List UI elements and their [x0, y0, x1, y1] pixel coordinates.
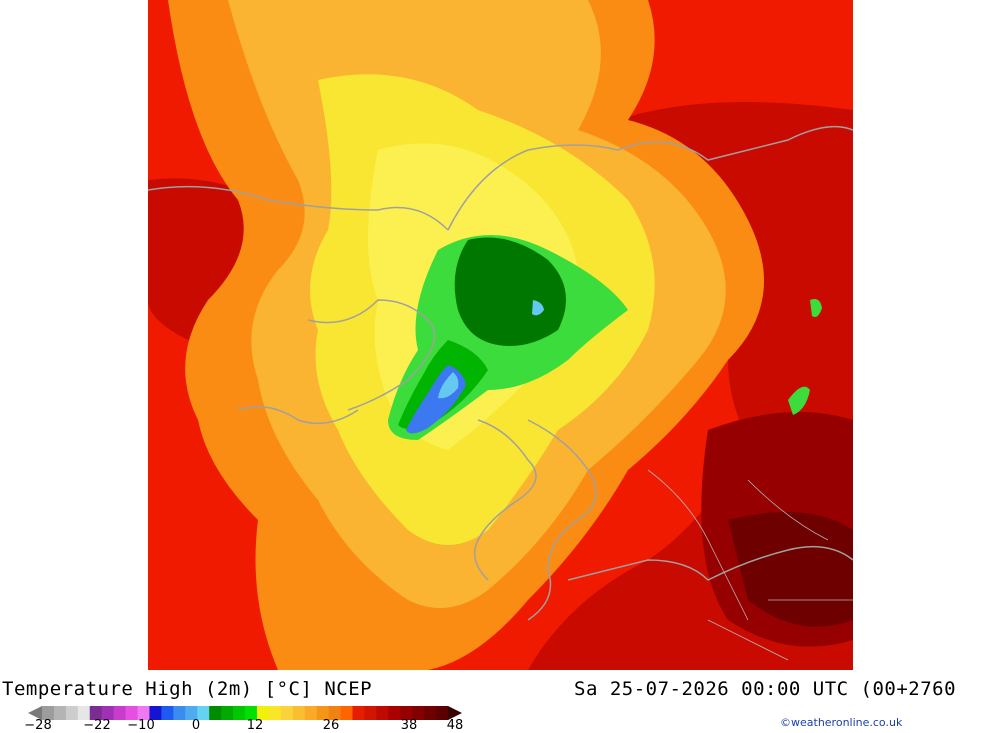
- legend-arrow-low: [28, 706, 42, 720]
- borders: [647, 469, 853, 661]
- legend-swatch: [245, 706, 258, 720]
- legend-tick-label: 38: [400, 718, 418, 733]
- legend-swatch: [280, 706, 294, 720]
- legend-swatch: [256, 706, 270, 720]
- legend-swatch: [197, 706, 210, 720]
- legend-swatch: [412, 706, 425, 720]
- legend-tick-label: −22: [83, 718, 111, 733]
- coastlines: [148, 125, 853, 621]
- legend-swatch: [77, 706, 91, 720]
- legend-tick-label: −28: [24, 718, 52, 733]
- credit-link[interactable]: ©weatheronline.co.uk: [780, 716, 903, 729]
- legend-tick-label: 26: [322, 718, 340, 733]
- legend-swatch: [376, 706, 389, 720]
- legend-swatch: [161, 706, 174, 720]
- legend-swatches: [28, 706, 462, 720]
- hottest-region-southeast: [728, 512, 853, 627]
- legend-swatch: [101, 706, 115, 720]
- legend-tick-label: 48: [446, 718, 464, 733]
- legend-tick-label: 12: [246, 718, 264, 733]
- legend-swatch: [173, 706, 186, 720]
- legend-swatch: [268, 706, 282, 720]
- map-canvas: [148, 0, 853, 670]
- cold-spot-east: [532, 300, 544, 316]
- map-title: Temperature High (2m) [°C] NCEP: [2, 678, 373, 700]
- legend-swatch: [304, 706, 318, 720]
- legend-swatch: [125, 706, 139, 720]
- legend-swatch: [137, 706, 150, 720]
- legend-swatch: [65, 706, 79, 720]
- legend-swatch: [340, 706, 353, 720]
- legend-swatch: [328, 706, 342, 720]
- legend-swatch: [185, 706, 198, 720]
- legend-tick-label: −10: [127, 718, 155, 733]
- legend-swatch: [388, 706, 401, 720]
- legend-swatch: [221, 706, 234, 720]
- legend-arrow-high: [448, 706, 462, 720]
- legend-swatch: [424, 706, 437, 720]
- color-legend: [28, 706, 462, 720]
- cold-zone-light-blue: [438, 372, 459, 399]
- temperature-map: [148, 0, 853, 670]
- legend-swatch: [364, 706, 377, 720]
- legend-swatch: [436, 706, 449, 720]
- legend-swatch: [53, 706, 67, 720]
- legend-tick-label: 0: [191, 718, 201, 733]
- cold-patch-siberia: [810, 299, 822, 317]
- map-datetime: Sa 25-07-2026 00:00 UTC (00+2760: [574, 678, 957, 700]
- legend-swatch: [233, 706, 246, 720]
- legend-swatch: [209, 706, 222, 720]
- legend-swatch: [316, 706, 330, 720]
- legend-swatch: [352, 706, 365, 720]
- legend-swatch: [400, 706, 413, 720]
- legend-swatch: [42, 706, 55, 720]
- cold-zone-dark-green: [454, 237, 566, 346]
- legend-swatch: [149, 706, 162, 720]
- cold-patch-siberia-2: [788, 386, 810, 415]
- legend-swatch: [89, 706, 103, 720]
- legend-swatch: [113, 706, 127, 720]
- legend-swatch: [292, 706, 306, 720]
